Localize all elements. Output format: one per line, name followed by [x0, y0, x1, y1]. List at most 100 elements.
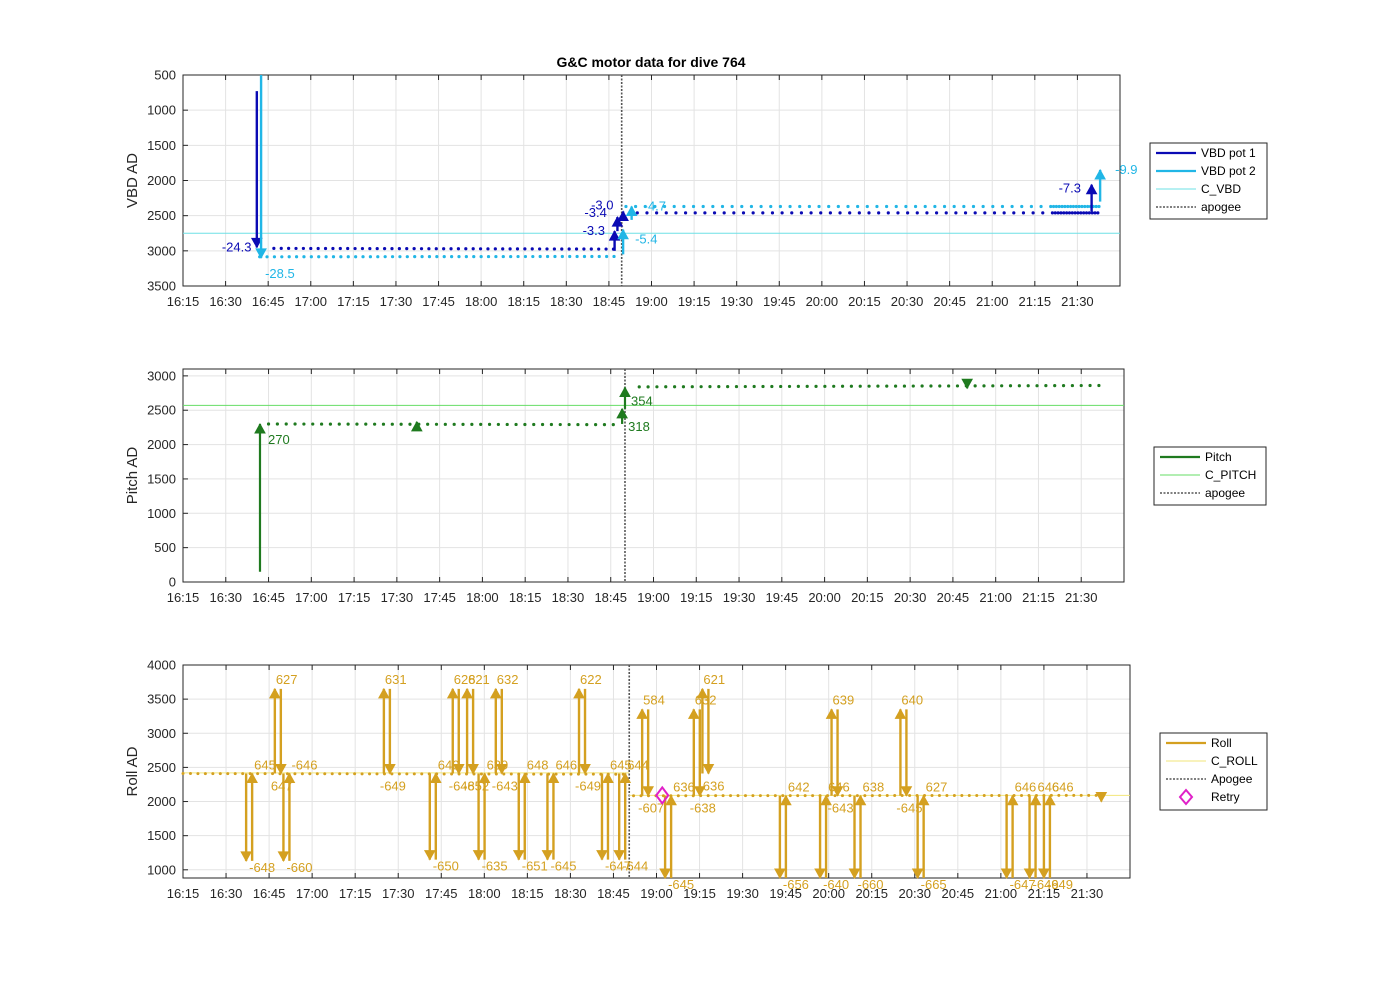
x-tick-label: 19:45	[763, 294, 796, 309]
legend-label: apogee	[1205, 486, 1245, 500]
data-point	[840, 794, 844, 798]
roll-move-arrow	[894, 708, 907, 719]
roll-move-arrow	[541, 850, 554, 861]
roll-return-arrow	[452, 764, 465, 775]
vbd-move-arrow	[617, 228, 629, 240]
roll-move-arrow	[512, 850, 525, 861]
roll-move-arrow	[825, 708, 838, 719]
data-point	[390, 255, 395, 259]
data-point	[676, 794, 680, 798]
data-point	[397, 772, 401, 776]
x-tick-label: 19:15	[683, 886, 716, 901]
data-point	[585, 422, 589, 427]
data-point	[1079, 211, 1083, 215]
data-point	[971, 204, 976, 209]
legend-retry-marker	[1178, 788, 1194, 806]
data-point	[840, 384, 845, 388]
data-point	[944, 211, 948, 215]
y-axis-label: Pitch AD	[124, 447, 141, 505]
roll-move-arrow	[423, 850, 436, 861]
data-point	[226, 772, 230, 776]
x-tick-label: 18:15	[511, 886, 544, 901]
data-point	[493, 247, 497, 251]
data-point	[398, 255, 402, 259]
data-point	[597, 254, 601, 259]
data-point	[945, 794, 949, 798]
data-point	[531, 254, 535, 259]
data-point	[568, 254, 572, 259]
data-point	[390, 772, 394, 776]
data-point	[870, 794, 874, 798]
data-point	[317, 255, 321, 259]
roll-return-arrow	[1006, 794, 1019, 806]
data-point	[567, 247, 571, 251]
data-point	[1051, 204, 1056, 209]
roll-move-arrow	[240, 851, 252, 862]
data-point	[855, 794, 859, 798]
y-tick-label: 2000	[147, 173, 176, 188]
x-tick-label: 16:15	[167, 590, 200, 605]
data-point	[740, 204, 744, 209]
data-point	[997, 793, 1001, 797]
data-point	[479, 254, 483, 259]
data-point	[576, 422, 580, 427]
data-point	[893, 384, 898, 388]
roll-move-arrow	[911, 868, 924, 880]
x-tick-label: 17:00	[296, 886, 329, 901]
roll-move-arrow	[596, 850, 608, 861]
roll-return-label: 645	[254, 758, 276, 773]
roll-return-arrow	[467, 764, 479, 775]
data-point	[324, 255, 328, 259]
chart-title: G&C motor data for dive 764	[556, 54, 745, 70]
roll-return-label: -643	[828, 801, 854, 816]
x-tick-label: 16:45	[252, 590, 285, 605]
roll-return-arrow	[246, 772, 258, 784]
data-point	[1060, 204, 1064, 209]
x-tick-label: 16:15	[167, 886, 200, 901]
roll-return-label: 649	[438, 758, 460, 773]
data-point	[331, 246, 335, 251]
data-point	[770, 384, 774, 389]
x-tick-label: 19:30	[723, 590, 756, 605]
roll-move-arrow	[1000, 868, 1013, 880]
data-point	[442, 772, 446, 776]
pitch-move-arrow	[616, 407, 628, 419]
data-point	[373, 422, 377, 426]
data-point	[284, 422, 288, 426]
vbd-move-arrow	[608, 230, 621, 241]
data-point	[597, 247, 601, 251]
x-tick-label: 21:15	[1022, 590, 1055, 605]
roll-return-label: -607	[638, 801, 664, 816]
legend-label: apogee	[1201, 200, 1241, 214]
roll-return-arrow	[478, 772, 491, 784]
data-point	[766, 794, 770, 798]
data-point	[664, 211, 668, 215]
data-point	[991, 384, 995, 388]
data-point	[486, 254, 491, 259]
data-point	[443, 422, 447, 426]
legend-label: C_VBD	[1201, 182, 1241, 196]
roll-return-label: 646	[1038, 780, 1060, 795]
roll-move-arrow	[696, 687, 709, 699]
data-point	[1064, 793, 1068, 797]
roll-return-arrow	[1044, 794, 1056, 806]
data-point	[1053, 211, 1057, 215]
data-point	[540, 422, 545, 427]
data-point	[759, 204, 763, 209]
x-tick-label: 20:30	[894, 590, 927, 605]
data-point	[539, 772, 543, 776]
data-point	[1084, 211, 1089, 215]
data-point	[368, 246, 372, 251]
roll-return-arrow	[831, 786, 844, 797]
data-point	[790, 211, 794, 215]
x-tick-label: 20:00	[812, 886, 845, 901]
data-point	[817, 204, 821, 209]
x-tick-label: 16:45	[252, 294, 285, 309]
x-tick-label: 20:00	[806, 294, 839, 309]
data-point	[346, 246, 350, 251]
data-point	[501, 254, 505, 259]
data-point	[848, 794, 852, 798]
data-point	[1044, 384, 1048, 388]
data-point	[1083, 204, 1087, 209]
